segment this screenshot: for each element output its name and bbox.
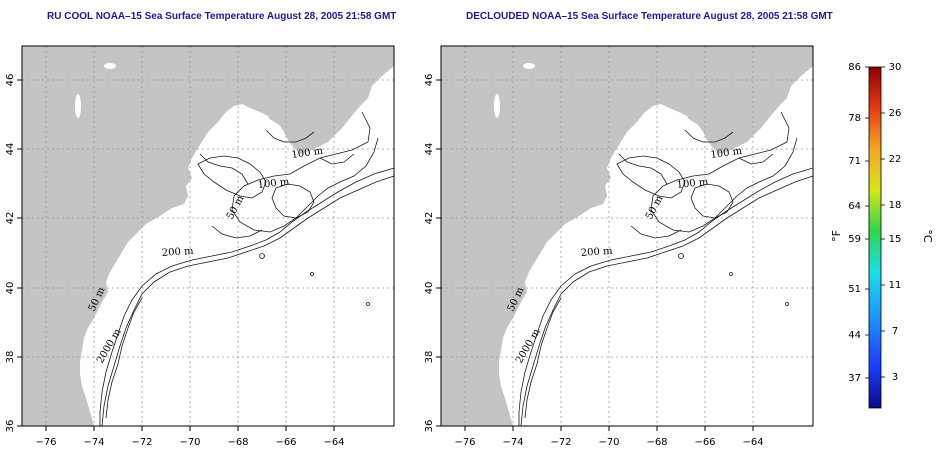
- x-tick-label: −72: [131, 437, 152, 448]
- y-tick-label: 42: [5, 212, 16, 225]
- colorbar-c-label: 18: [889, 200, 902, 211]
- celsius-unit-label: °C: [921, 229, 934, 243]
- fahrenheit-unit-label: °F: [830, 230, 843, 242]
- land-mass: [22, 46, 394, 426]
- x-tick-label: −70: [179, 437, 200, 448]
- depth-contour: [650, 111, 798, 233]
- x-tick-label: −74: [502, 437, 523, 448]
- colorbar-f-label: 51: [848, 284, 861, 295]
- depth-contour: [738, 153, 774, 165]
- contour-label: 200 m: [161, 246, 194, 259]
- contour-label: 100 m: [291, 146, 324, 161]
- x-tick-label: −68: [646, 437, 667, 448]
- colorbar-f-label: 78: [848, 113, 861, 124]
- depth-contour: [618, 153, 668, 185]
- x-tick-label: −64: [323, 437, 344, 448]
- depth-contour: [105, 297, 143, 419]
- contour-label: 200 m: [580, 246, 613, 259]
- colorbar-f-label: 44: [848, 330, 861, 341]
- x-tick-label: −76: [454, 437, 475, 448]
- depth-contour: [524, 297, 562, 419]
- contour-label: 100 m: [257, 177, 290, 191]
- colorbar-c-label: 3: [892, 372, 898, 383]
- colorbar-c-label: 15: [889, 234, 902, 245]
- colorbar-f-label: 64: [848, 201, 861, 212]
- nova-scotia-land: [687, 98, 761, 134]
- depth-contour: [271, 183, 315, 219]
- x-tick-label: −64: [742, 437, 763, 448]
- depth-contour: [518, 167, 814, 426]
- depth-contour: [199, 153, 249, 185]
- seamount-contour: [785, 302, 789, 306]
- depth-contour: [197, 155, 267, 199]
- x-tick-label: −74: [83, 437, 104, 448]
- x-tick-label: −68: [227, 437, 248, 448]
- colorbar-c-label: 22: [889, 154, 902, 165]
- y-tick-label: 38: [424, 351, 435, 364]
- seamount-contour: [259, 253, 265, 259]
- lake-shape: [494, 94, 500, 118]
- colorbar-f-label: 86: [848, 62, 861, 73]
- depth-contour: [265, 129, 315, 143]
- map-title-left: RU COOL NOAA–15 Sea Surface Temperature …: [47, 11, 397, 22]
- colorbar-c-label: 7: [892, 326, 898, 337]
- depth-contour: [211, 225, 263, 239]
- colorbar: 86 78 71 64 59 51 44 37 30 26 22 18 15 11 7 3 °F °C: [830, 62, 934, 409]
- colorbar-bar: [868, 66, 882, 409]
- colorbar-f-label: 71: [848, 156, 861, 167]
- colorbar-f-label: 37: [848, 373, 861, 384]
- x-tick-label: −66: [694, 437, 715, 448]
- lake-shape: [75, 94, 81, 118]
- y-tick-label: 36: [5, 420, 16, 433]
- depth-contour: [99, 167, 395, 426]
- nova-scotia-land: [268, 98, 342, 134]
- colorbar-c-label: 30: [889, 62, 902, 73]
- contour-label: 100 m: [676, 177, 709, 191]
- seamount-contour: [310, 272, 314, 276]
- y-tick-label: 44: [424, 143, 435, 156]
- colorbar-c-label: 26: [889, 108, 902, 119]
- depth-contour: [690, 183, 734, 219]
- y-tick-label: 46: [5, 74, 16, 87]
- depth-contour: [101, 175, 395, 427]
- land-mass: [441, 46, 813, 426]
- x-tick-label: −72: [550, 437, 571, 448]
- contour-label: 100 m: [710, 146, 743, 161]
- lake-shape: [523, 63, 535, 69]
- y-tick-label: 44: [5, 143, 16, 156]
- map-frame: [21, 45, 395, 427]
- depth-contour: [319, 153, 355, 165]
- x-tick-label: −70: [598, 437, 619, 448]
- x-tick-label: −76: [35, 437, 56, 448]
- y-tick-label: 42: [424, 212, 435, 225]
- depth-contour: [684, 129, 734, 143]
- depth-contour: [520, 175, 814, 427]
- seamount-contour: [729, 272, 733, 276]
- map-frame: [440, 45, 814, 427]
- x-tick-label: −66: [275, 437, 296, 448]
- y-tick-label: 36: [424, 420, 435, 433]
- y-tick-label: 38: [5, 351, 16, 364]
- map-title-right: DECLOUDED NOAA–15 Sea Surface Temperatur…: [466, 11, 833, 22]
- colorbar-c-label: 11: [889, 280, 902, 291]
- depth-contour: [231, 111, 379, 233]
- depth-contour: [616, 155, 686, 199]
- y-tick-label: 40: [424, 282, 435, 295]
- depth-contour: [630, 225, 682, 239]
- seamount-contour: [366, 302, 370, 306]
- y-tick-label: 40: [5, 282, 16, 295]
- y-tick-label: 46: [424, 74, 435, 87]
- colorbar-f-label: 59: [848, 234, 861, 245]
- lake-shape: [104, 63, 116, 69]
- seamount-contour: [678, 253, 684, 259]
